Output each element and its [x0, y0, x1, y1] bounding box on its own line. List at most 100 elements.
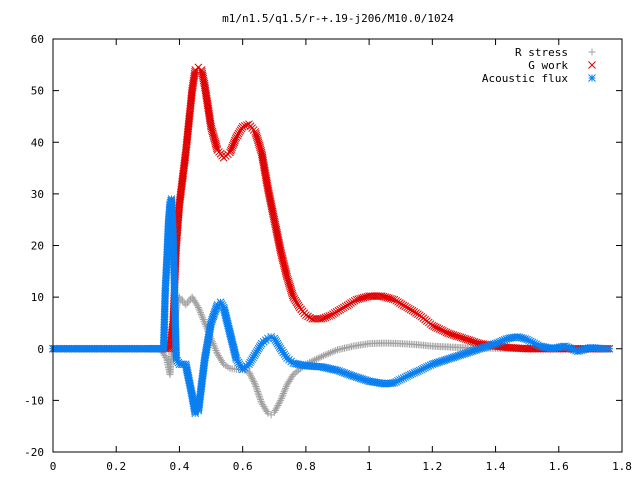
data-point-interp [211, 345, 219, 353]
data-point-interp [269, 212, 278, 221]
data-point-interp [351, 372, 359, 381]
data-point-interp [199, 314, 207, 322]
data-point [277, 396, 285, 404]
data-point-interp [263, 408, 271, 416]
data-point-interp [282, 384, 290, 392]
data-point [238, 122, 247, 131]
plot-series [49, 63, 614, 419]
legend-marker [588, 61, 596, 69]
data-point-interp [272, 405, 280, 413]
data-point [523, 335, 532, 344]
data-point-interp [256, 394, 264, 402]
legend-marker [588, 74, 596, 82]
data-point-interp [497, 337, 505, 346]
data-point-interp [461, 349, 470, 358]
y-tick-label: 20 [31, 240, 44, 253]
data-point-interp [208, 315, 217, 324]
data-point-interp [335, 367, 344, 375]
data-point-interp [248, 374, 256, 382]
data-point [460, 350, 468, 358]
data-point-interp [532, 340, 541, 349]
data-point-interp [281, 386, 289, 394]
legend-marker [588, 48, 596, 56]
data-point-interp [372, 292, 381, 300]
data-point-interp [275, 238, 283, 247]
data-point-interp [273, 232, 282, 240]
data-point [264, 184, 272, 193]
data-point-interp [582, 344, 591, 353]
data-point [194, 303, 202, 311]
data-point-interp [266, 197, 275, 206]
axes: 0 0.2 0.4 0.6 0.8 1 1.2 1.4 1.6 1.8 -20 -10 0 10 20 30 4… [24, 33, 632, 473]
data-point-interp [310, 314, 318, 323]
plot-frame [52, 38, 623, 453]
data-point-interp [482, 342, 491, 351]
data-point-interp [270, 217, 279, 226]
data-point-interp [271, 407, 279, 415]
data-point [318, 352, 326, 360]
data-point-interp [477, 344, 486, 353]
data-point-interp [255, 392, 263, 400]
data-point-interp [468, 347, 477, 355]
data-point-interp [421, 363, 429, 372]
data-point-interp [433, 358, 442, 367]
data-point-interp [345, 370, 354, 379]
data-point-interp [399, 374, 408, 382]
data-point-interp [288, 372, 296, 380]
data-point [573, 347, 582, 356]
data-point-interp [268, 204, 276, 213]
series-acoustic-flux [49, 195, 614, 418]
series-g-work [49, 63, 614, 353]
data-point-interp [370, 292, 379, 300]
data-point-interp [291, 369, 299, 377]
data-point-interp [269, 210, 278, 219]
data-point-interp [328, 348, 336, 356]
data-point-interp [440, 356, 449, 365]
data-point-interp [392, 378, 401, 386]
data-point-interp [211, 343, 219, 351]
data-point-interp [530, 339, 539, 348]
data-point-interp [435, 358, 444, 366]
data-point-interp [211, 307, 219, 316]
data-point-interp [210, 309, 219, 317]
data-point-interp [431, 359, 440, 367]
data-point-interp [321, 351, 329, 359]
data-point-interp [502, 335, 511, 344]
data-point-interp [344, 370, 352, 379]
y-tick-label: 10 [31, 291, 44, 304]
data-point [302, 311, 310, 320]
data-point-interp [212, 346, 220, 354]
data-point-interp [579, 345, 588, 354]
data-point-interp [401, 373, 410, 381]
data-point-interp [332, 347, 340, 355]
data-point-interp [275, 400, 283, 408]
data-point [182, 301, 190, 309]
data-point-interp [267, 202, 276, 211]
data-point-interp [449, 353, 458, 362]
data-point-interp [246, 370, 254, 378]
data-point-interp [269, 209, 277, 218]
data-point-interp [330, 347, 338, 355]
data-point [475, 344, 484, 353]
data-point-interp [252, 383, 260, 391]
data-point-interp [430, 359, 438, 368]
data-point-interp [412, 368, 420, 376]
x-tick-label: 1 [366, 460, 373, 473]
data-point-interp [354, 373, 363, 382]
data-point [264, 334, 272, 343]
data-point-interp [479, 343, 488, 352]
data-point-interp [498, 336, 507, 345]
data-point-interp [275, 241, 284, 250]
data-point-interp [323, 350, 331, 358]
data-point-interp [367, 292, 375, 300]
data-point [403, 372, 411, 380]
data-point [390, 378, 399, 387]
data-point-interp [273, 230, 282, 239]
data-point-interp [495, 338, 504, 346]
x-tick-label: 1.6 [549, 460, 569, 473]
data-point-interp [472, 346, 481, 354]
data-point-interp [257, 397, 265, 405]
data-point-interp [568, 345, 577, 353]
y-tick-label: 30 [31, 188, 44, 201]
x-tick-label: 0.6 [233, 460, 253, 473]
